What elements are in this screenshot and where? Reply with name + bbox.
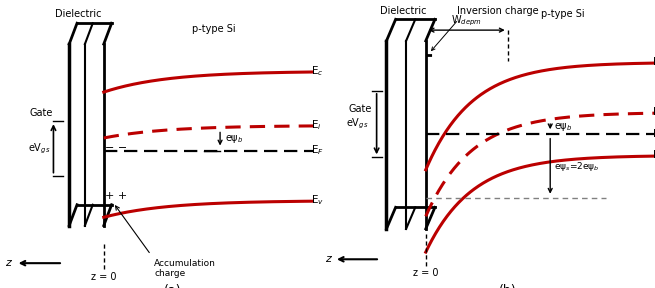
- Text: E$_F$: E$_F$: [311, 144, 324, 158]
- Text: z = 0: z = 0: [91, 272, 117, 281]
- Text: p-type Si: p-type Si: [192, 24, 236, 34]
- Text: eV$_{gs}$: eV$_{gs}$: [346, 117, 368, 131]
- Text: Dielectric: Dielectric: [380, 6, 426, 16]
- Text: Accumulation
charge: Accumulation charge: [154, 259, 216, 278]
- Text: E$_v$: E$_v$: [311, 194, 324, 207]
- Text: Dielectric: Dielectric: [56, 9, 102, 19]
- Text: eψ$_b$: eψ$_b$: [554, 121, 572, 133]
- Text: Gate: Gate: [348, 104, 372, 114]
- Text: eψ$_s$=2eψ$_b$: eψ$_s$=2eψ$_b$: [554, 160, 600, 173]
- Text: eV$_{gs}$: eV$_{gs}$: [28, 141, 50, 156]
- Text: z: z: [5, 258, 10, 268]
- Text: E$_v$: E$_v$: [652, 149, 655, 162]
- Text: E$_c$: E$_c$: [652, 56, 655, 69]
- Text: p-type Si: p-type Si: [542, 10, 585, 19]
- Text: (a): (a): [164, 284, 181, 288]
- Text: Inversion charge: Inversion charge: [457, 6, 538, 16]
- Text: z: z: [325, 254, 330, 264]
- Text: z = 0: z = 0: [413, 268, 438, 278]
- Text: E$_c$: E$_c$: [311, 64, 324, 78]
- Text: (b): (b): [499, 284, 516, 288]
- Text: E$_i$: E$_i$: [311, 119, 322, 132]
- Text: − −: − −: [105, 143, 128, 154]
- Text: Gate: Gate: [29, 108, 52, 118]
- Text: W$_{depm}$: W$_{depm}$: [451, 14, 482, 28]
- Text: E$_i$: E$_i$: [652, 106, 655, 119]
- Text: E$_F$: E$_F$: [652, 127, 655, 141]
- Text: eψ$_b$: eψ$_b$: [225, 133, 243, 145]
- Text: + +: + +: [105, 192, 128, 201]
